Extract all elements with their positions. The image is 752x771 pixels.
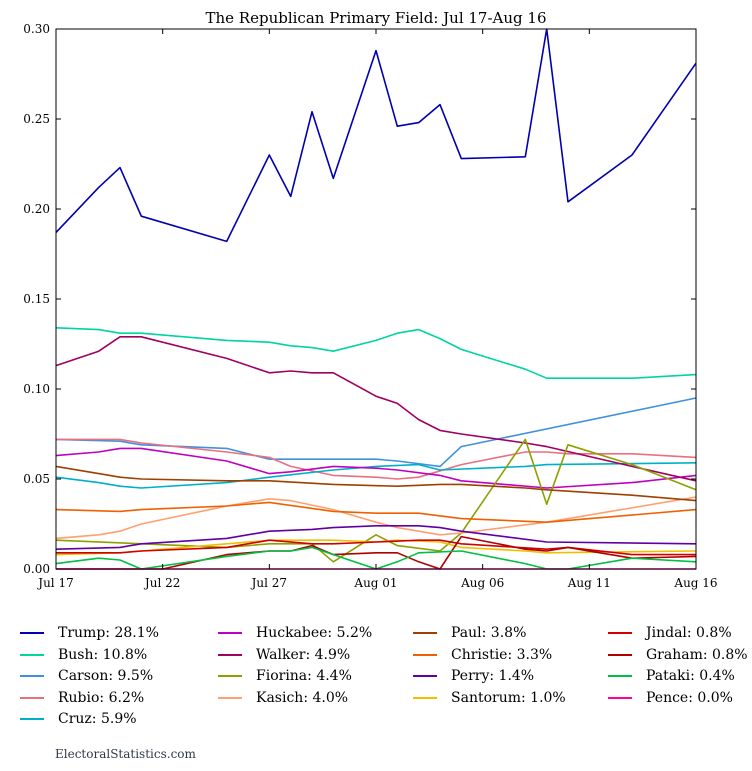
series-line-rubio <box>56 438 697 480</box>
legend-label: Carson: 9.5% <box>58 668 154 684</box>
legend-swatch <box>20 696 44 699</box>
legend-swatch <box>608 696 632 699</box>
legend-label: Perry: 1.4% <box>451 668 535 684</box>
series-line-trump <box>55 28 697 243</box>
legend-swatch <box>20 653 44 656</box>
tick-layer: Jul 17 Jul 22 Jul 27 Aug 01 Aug 06 Aug 11 Aug … <box>23 22 717 590</box>
series-line-fiorina <box>55 438 697 563</box>
legend-label: Trump: 28.1% <box>58 625 159 641</box>
series-line-christie <box>55 501 697 524</box>
legend-label: Bush: 10.8% <box>58 646 148 663</box>
legend-swatch <box>20 718 44 720</box>
legend-label: Pence: 0.0% <box>646 689 733 706</box>
legend-item: Santorum: 1.0% <box>413 687 566 709</box>
y-tick-label: 0.15 <box>23 292 50 306</box>
legend-item: Huckabee: 5.2% <box>218 622 372 644</box>
legend-item: Carson: 9.5% <box>20 665 153 687</box>
legend-label: Paul: 3.8% <box>451 625 527 641</box>
legend-label: Pataki: 0.4% <box>646 668 735 684</box>
legend-item: Jindal: 0.8% <box>608 622 732 644</box>
legend-label: Graham: 0.8% <box>646 646 748 663</box>
legend-item: Cruz: 5.9% <box>20 708 137 730</box>
series-line-paul <box>55 465 697 502</box>
legend-swatch <box>608 675 632 677</box>
series-line-carson <box>55 397 697 468</box>
series-line-huckabee <box>55 447 697 489</box>
series-line-walker <box>55 335 697 482</box>
legend-label: Fiorina: 4.4% <box>256 668 352 684</box>
legend-swatch <box>413 675 437 677</box>
legend-label: Kasich: 4.0% <box>256 689 349 706</box>
legend-swatch <box>608 653 632 656</box>
x-tick-label: Aug 11 <box>567 576 611 590</box>
legend: Trump: 28.1% Bush: 10.8% Carson: 9.5% Rubio… <box>20 622 750 732</box>
chart-title: The Republican Primary Field: Jul 17-Aug… <box>205 9 546 27</box>
legend-label: Huckabee: 5.2% <box>256 625 373 641</box>
x-tick-label: Jul 27 <box>250 576 287 590</box>
legend-swatch <box>218 675 242 677</box>
chart: The Republican Primary Field: Jul 17-Aug… <box>23 9 717 590</box>
legend-item: Christie: 3.3% <box>413 644 552 666</box>
legend-item: Graham: 0.8% <box>608 644 748 666</box>
legend-swatch <box>413 696 437 699</box>
legend-swatch <box>218 696 242 699</box>
x-tick-label: Aug 01 <box>353 576 397 590</box>
legend-swatch <box>413 653 437 656</box>
x-tick-label: Aug 06 <box>460 576 504 590</box>
x-tick-label: Jul 17 <box>36 576 73 590</box>
legend-swatch <box>608 632 632 634</box>
y-tick-label: 0.30 <box>23 22 50 36</box>
legend-item: Trump: 28.1% <box>20 622 159 644</box>
legend-item: Kasich: 4.0% <box>218 687 348 709</box>
y-tick-label: 0.00 <box>23 562 50 576</box>
y-tick-label: 0.20 <box>23 202 50 216</box>
series-line-perry <box>55 524 697 550</box>
y-tick-label: 0.25 <box>23 112 50 126</box>
legend-label: Santorum: 1.0% <box>451 689 566 706</box>
x-tick-label: Aug 16 <box>673 576 717 590</box>
series-line-kasich <box>55 496 697 540</box>
legend-label: Cruz: 5.9% <box>58 711 137 727</box>
legend-swatch <box>413 632 437 634</box>
legend-label: Christie: 3.3% <box>451 646 553 663</box>
legend-label: Walker: 4.9% <box>256 646 351 663</box>
y-tick-label: 0.05 <box>23 472 50 486</box>
legend-swatch <box>20 632 44 634</box>
legend-item: Paul: 3.8% <box>413 622 526 644</box>
legend-swatch <box>218 632 242 634</box>
legend-item: Pataki: 0.4% <box>608 665 735 687</box>
x-tick-label: Jul 22 <box>143 576 180 590</box>
legend-item: Fiorina: 4.4% <box>218 665 352 687</box>
y-tick-label: 0.10 <box>23 382 50 396</box>
legend-item: Perry: 1.4% <box>413 665 534 687</box>
series-line-bush <box>55 327 697 380</box>
series-line-cruz <box>55 462 697 489</box>
legend-item: Pence: 0.0% <box>608 687 733 709</box>
legend-item: Rubio: 6.2% <box>20 687 144 709</box>
legend-label: Jindal: 0.8% <box>646 625 732 641</box>
legend-item: Bush: 10.8% <box>20 644 147 666</box>
legend-item: Walker: 4.9% <box>218 644 350 666</box>
source-credit: ElectoralStatistics.com <box>55 747 196 761</box>
legend-swatch <box>20 675 44 677</box>
legend-label: Rubio: 6.2% <box>58 689 145 706</box>
series-layer <box>55 28 697 570</box>
legend-swatch <box>218 653 242 656</box>
